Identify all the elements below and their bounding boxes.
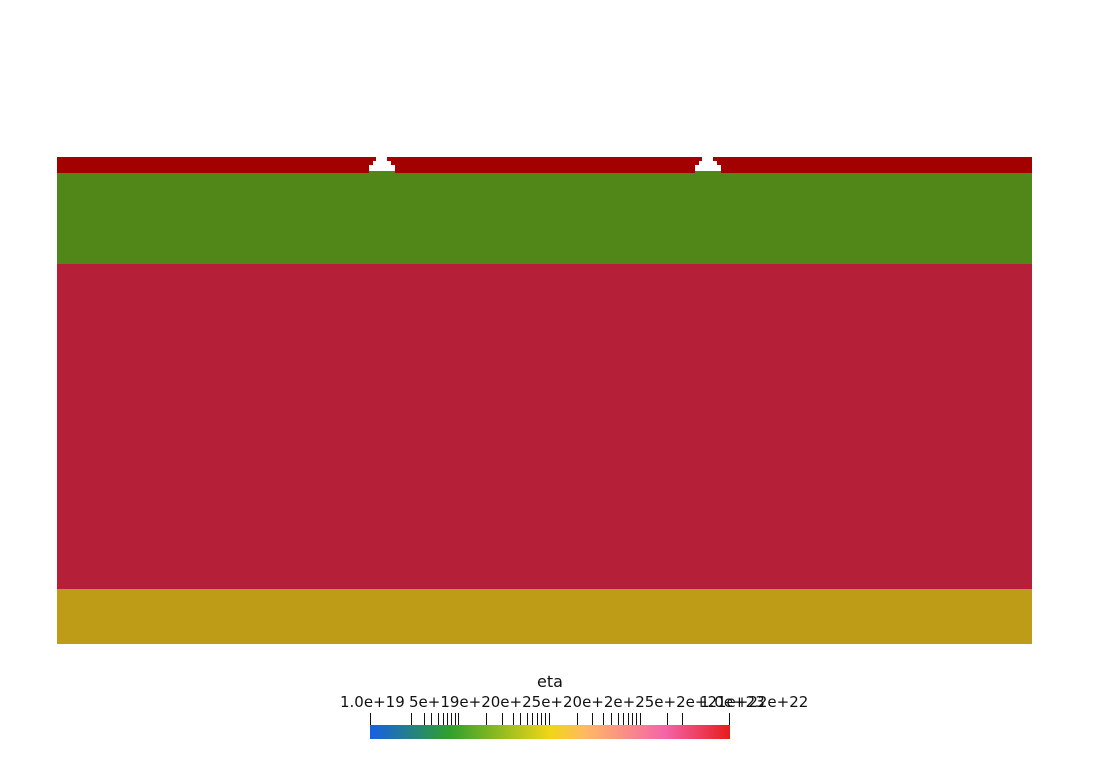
colorbar-gradient xyxy=(370,725,730,739)
colorbar xyxy=(370,713,730,739)
colorbar-dense-labels: 5e+19e+20e+25e+20e+2e+25e+2e+21e+22e+22 xyxy=(409,693,809,711)
colorbar-min-label: 1.0e+19 xyxy=(340,693,405,711)
layer-bottom xyxy=(57,588,1032,644)
colorbar-max-label: 1.0e+23 xyxy=(700,693,765,711)
layer-top xyxy=(57,157,1032,173)
colorbar-ticks xyxy=(370,713,730,725)
layer-middle xyxy=(57,263,1032,589)
layer-upper xyxy=(57,171,1032,264)
colorbar-title: eta xyxy=(537,672,563,691)
model-domain xyxy=(57,157,1032,644)
